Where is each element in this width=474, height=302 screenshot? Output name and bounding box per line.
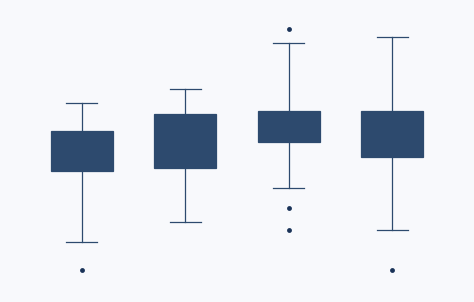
PathPatch shape	[361, 111, 423, 157]
PathPatch shape	[51, 131, 113, 171]
PathPatch shape	[258, 111, 320, 143]
PathPatch shape	[154, 114, 216, 168]
